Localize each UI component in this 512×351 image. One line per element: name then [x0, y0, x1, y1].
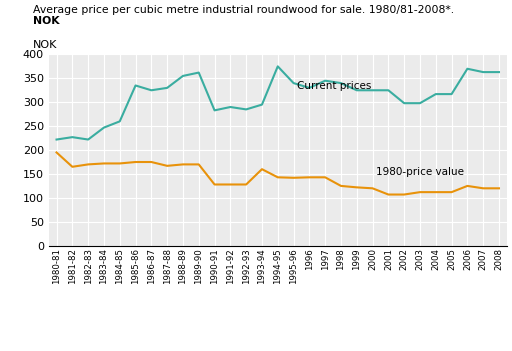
Text: Average price per cubic metre industrial roundwood for sale. 1980/81-2008*.: Average price per cubic metre industrial… [33, 5, 455, 15]
Text: Current prices: Current prices [297, 81, 371, 91]
Text: 1980-price value: 1980-price value [376, 167, 464, 177]
Text: NOK: NOK [33, 40, 58, 50]
Text: NOK: NOK [33, 16, 60, 26]
